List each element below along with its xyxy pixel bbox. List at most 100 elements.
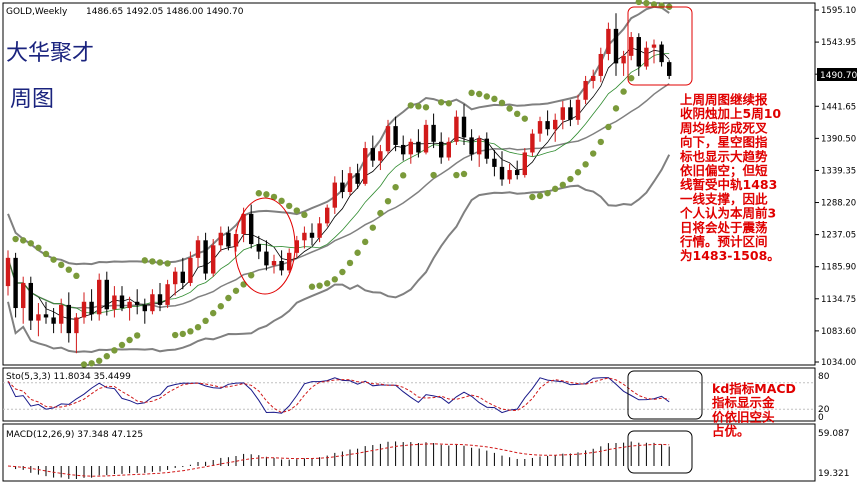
sar-dot — [50, 256, 57, 263]
candle-body — [522, 152, 527, 176]
bollinger-middle — [7, 83, 670, 309]
candle-body — [249, 213, 254, 245]
candle-body — [431, 124, 436, 142]
sto-highlight-box — [627, 370, 703, 420]
candle-body — [378, 151, 383, 161]
sar-dot — [498, 99, 506, 107]
sar-dot — [80, 361, 88, 368]
price-tick-label: 1134.75 — [821, 295, 856, 305]
sar-dot — [96, 357, 103, 364]
price-tick-label: 1595.10 — [821, 6, 856, 16]
analysis-line: 为1483-1508。 — [680, 248, 780, 263]
sar-dot — [620, 88, 627, 95]
candle-body — [439, 141, 444, 158]
sar-dot — [210, 309, 217, 317]
sar-dot — [324, 280, 331, 287]
analysis-line: 行情。预计区间 — [679, 234, 768, 249]
sar-dot — [476, 90, 483, 98]
highlight-box — [627, 6, 693, 86]
period-title: 周图 — [10, 87, 54, 112]
candle-body — [644, 47, 649, 67]
candle-body — [545, 121, 550, 130]
candle-body — [370, 148, 375, 161]
analysis-line: 周均线形成死叉 — [680, 120, 768, 135]
candle-body — [446, 141, 451, 158]
candle-body — [51, 317, 56, 324]
candle-body — [173, 271, 178, 285]
candle-body — [36, 314, 41, 321]
sar-dot — [111, 347, 118, 354]
sar-dot — [392, 183, 399, 191]
sar-dot — [369, 224, 376, 231]
sar-dot — [103, 353, 111, 360]
price-tick-label: 1339.35 — [821, 166, 856, 176]
candle-body — [355, 173, 360, 184]
sar-dot — [377, 209, 384, 217]
candle-body — [317, 223, 322, 238]
candle-body — [180, 271, 185, 283]
candle-body — [309, 232, 315, 238]
sar-dot — [248, 272, 255, 279]
sar-dot — [202, 317, 209, 324]
sar-dot — [35, 244, 42, 251]
analysis-line: 日将会处于震荡 — [680, 220, 768, 235]
price-tick-label: 1034.00 — [821, 358, 856, 368]
candle-body — [332, 182, 337, 208]
analysis-line: 上周周图继续报 — [680, 92, 768, 107]
sar-dot — [42, 250, 50, 258]
macd-label: MACD(12,26,9) 37.348 47.125 — [6, 430, 143, 440]
sar-dot — [544, 189, 551, 197]
sar-dot — [590, 150, 597, 157]
candle-body — [591, 75, 596, 81]
candle-body — [340, 182, 345, 192]
sar-dot — [194, 324, 202, 331]
candle-body — [157, 294, 163, 305]
candle-body — [401, 144, 406, 155]
sto-level-20: 20 — [818, 405, 830, 415]
sar-dot — [58, 261, 65, 269]
sar-dot — [263, 191, 270, 198]
candle-body — [66, 304, 71, 334]
candle-body — [195, 240, 201, 258]
sar-dot — [400, 172, 407, 179]
candle-body — [469, 137, 474, 155]
candle-body — [104, 279, 109, 310]
brand-title: 大华聚才 — [6, 41, 94, 66]
indicator-line: kd指标MACD — [712, 381, 796, 396]
candle-body — [530, 133, 535, 153]
sto-level-80: 80 — [818, 372, 830, 382]
analysis-line: 依旧偏空；但短 — [680, 163, 768, 178]
candle-body — [150, 294, 155, 312]
candle-body — [226, 232, 231, 247]
macd-histogram — [7, 441, 670, 479]
candle-body — [667, 62, 672, 76]
highlight-ellipse — [234, 197, 296, 295]
candle-body — [142, 304, 147, 312]
sar-dot — [635, 0, 642, 6]
sar-dot — [12, 235, 19, 243]
candle-body — [74, 317, 79, 334]
sar-dot — [529, 193, 536, 201]
sar-dot — [415, 103, 422, 110]
candle-body — [583, 80, 588, 100]
candle-body — [454, 116, 459, 142]
sar-dot — [650, 1, 658, 8]
sar-dot — [331, 276, 338, 283]
sar-dot — [134, 332, 141, 339]
candle-body — [5, 257, 11, 287]
stochastic-label: Sto(5,3,3) 11.8034 35.4499 — [6, 372, 131, 382]
candle-body — [416, 141, 421, 153]
sar-dot — [552, 185, 559, 193]
analysis-annotation: 上周周图继续报收阴烛加上5周10周均线形成死叉向下，星空图指标也显示大趋势依旧偏… — [679, 92, 781, 263]
price-tick-label: 1441.65 — [821, 102, 856, 112]
candle-body — [499, 166, 505, 180]
sar-dot — [316, 282, 323, 289]
indicator-line: 价依旧空头 — [712, 409, 775, 424]
candle-body — [537, 121, 543, 134]
analysis-line: 线暂受中轨1483 — [680, 177, 777, 192]
sar-dot — [20, 237, 27, 244]
price-tick-label: 1185.90 — [821, 263, 856, 273]
sar-dot — [643, 0, 650, 7]
bollinger-bands — [7, 5, 671, 354]
